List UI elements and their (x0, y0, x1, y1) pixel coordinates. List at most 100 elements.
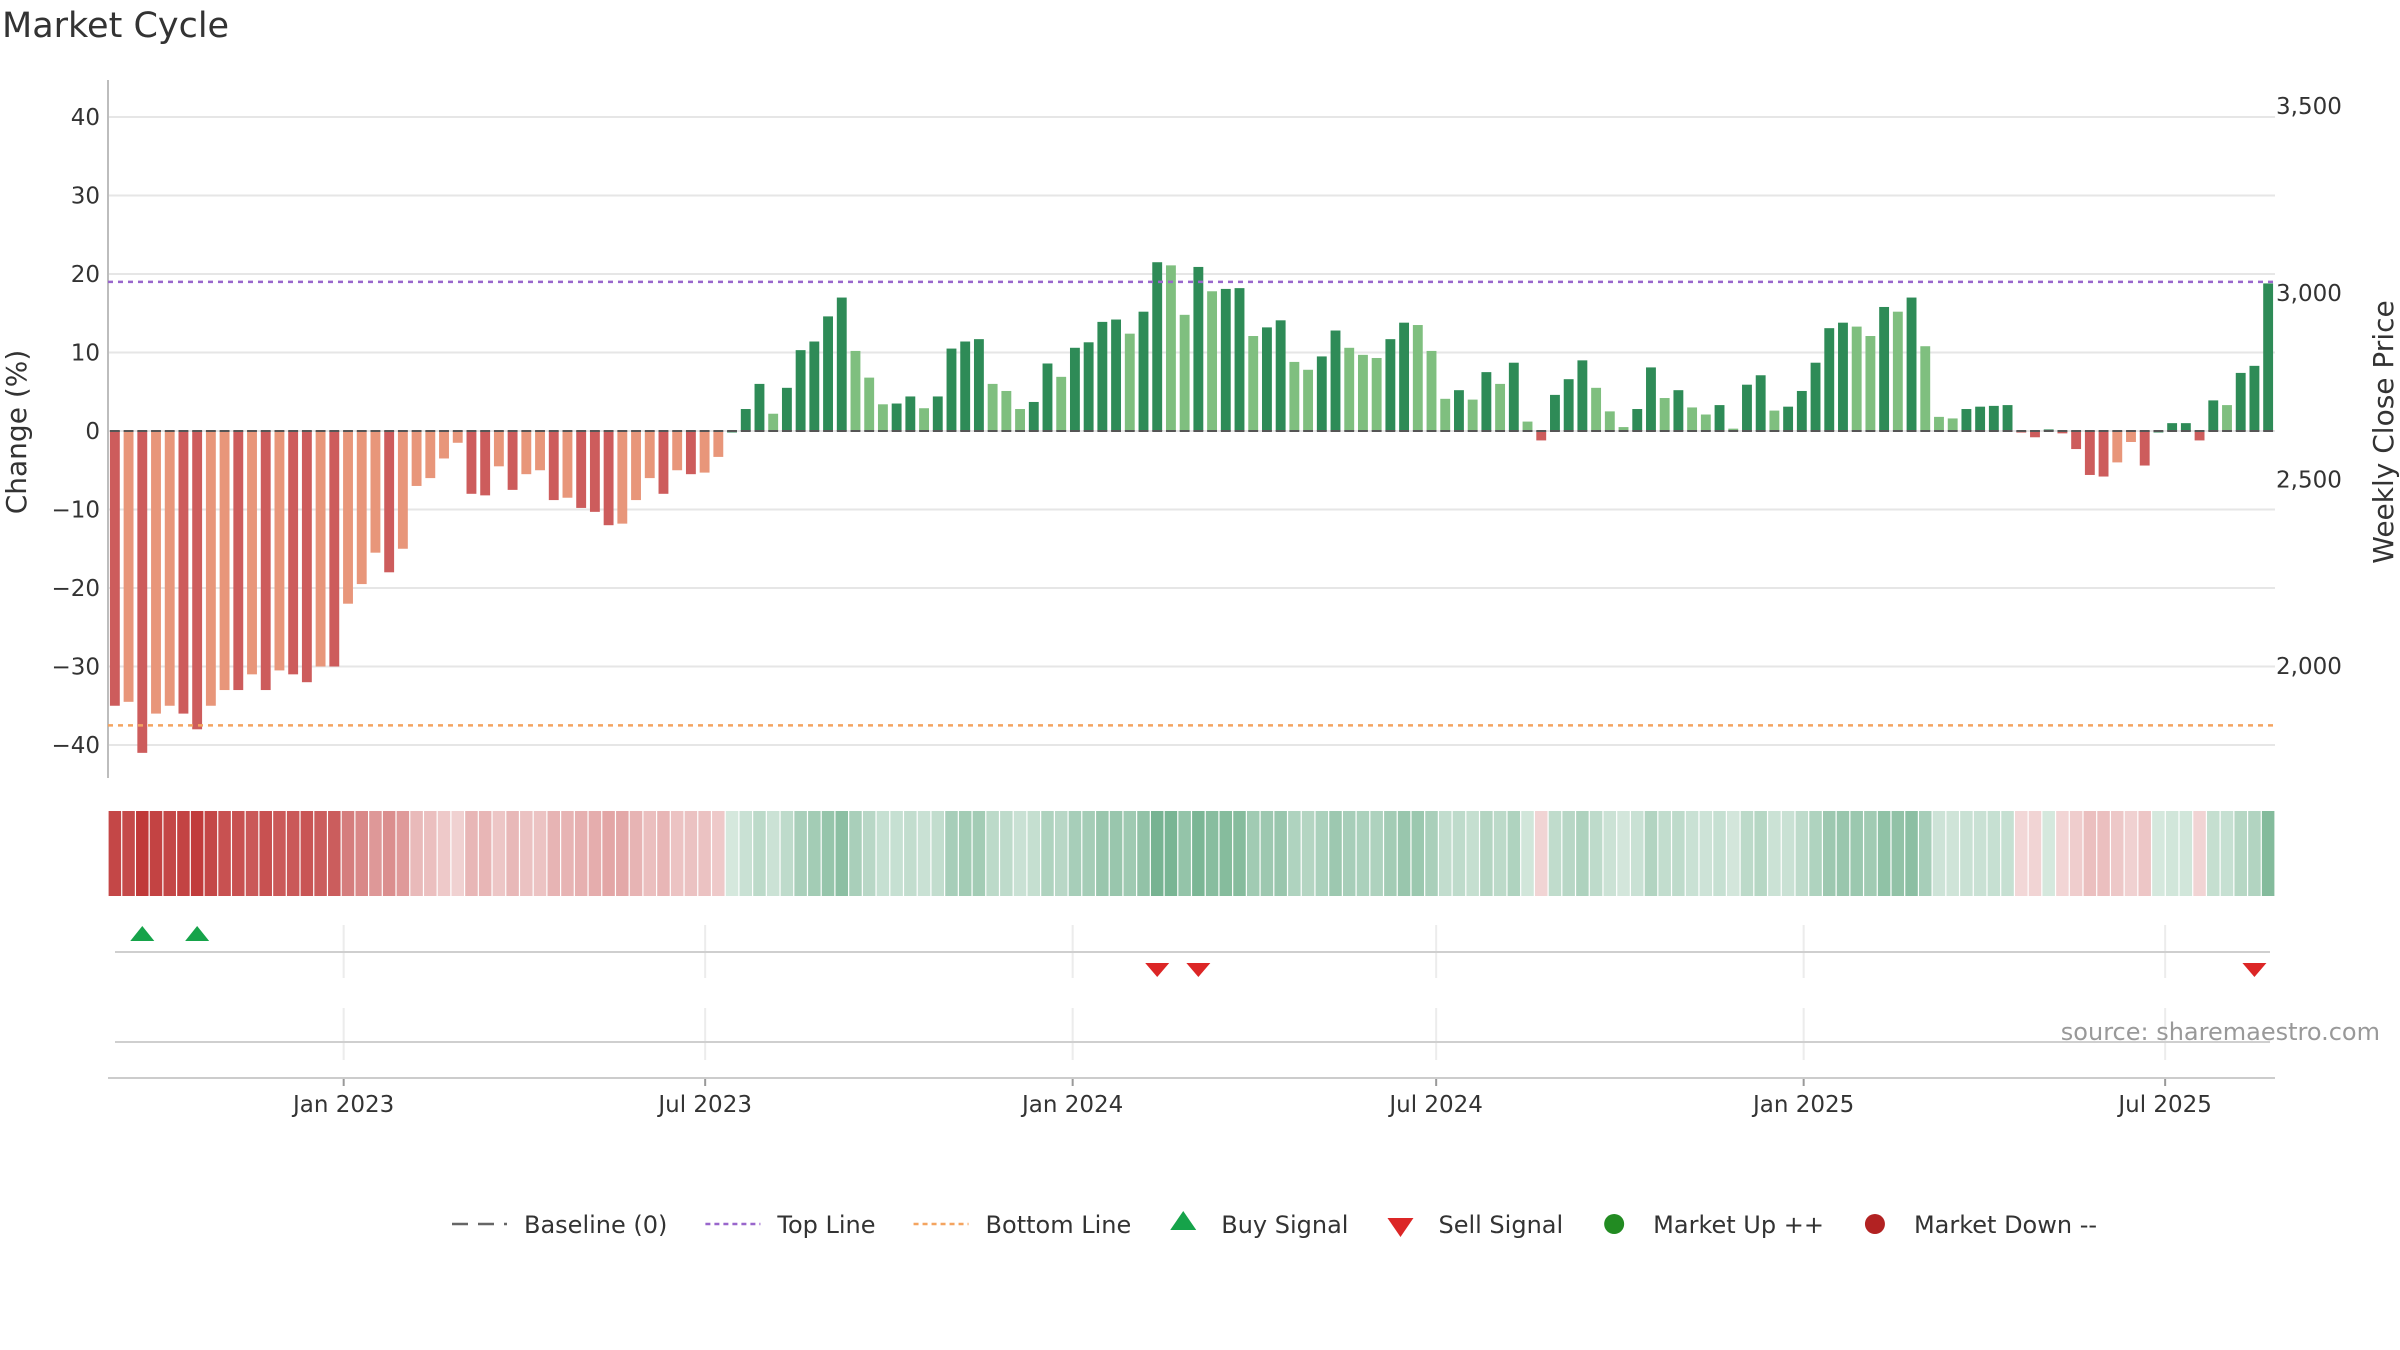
heat-cell (2028, 811, 2042, 896)
bar (768, 413, 779, 431)
bar (109, 431, 120, 706)
heat-cell (1370, 811, 1383, 896)
heat-cell (369, 811, 382, 896)
bar (960, 341, 971, 431)
legend-item: Sell Signal (1387, 1211, 1563, 1239)
heat-cell (520, 811, 533, 896)
bar (1248, 336, 1259, 431)
bar (1454, 390, 1464, 431)
heat-cell (1109, 811, 1123, 896)
bar (1879, 306, 1890, 431)
heat-cell (314, 811, 327, 896)
bar (877, 404, 888, 431)
bar (260, 431, 271, 691)
heat-cell (2111, 811, 2124, 896)
heat-cell (1603, 811, 1617, 896)
legend-label: Bottom Line (986, 1211, 1132, 1239)
heat-cell (1822, 811, 1836, 896)
bar (507, 431, 518, 490)
bar (1714, 405, 1725, 431)
legend-item: Top Line (705, 1211, 876, 1239)
heat-cell (1768, 811, 1781, 896)
bar (781, 387, 792, 431)
bar (356, 431, 367, 585)
bar (1083, 342, 1094, 431)
heat-cell (2097, 811, 2110, 896)
heat-cell (1781, 811, 1795, 896)
bar (809, 341, 820, 431)
heat-cell (1452, 811, 1466, 896)
bar (233, 431, 244, 691)
bar (754, 383, 765, 431)
bar (1440, 398, 1451, 431)
bar (1289, 361, 1300, 431)
bar (1783, 406, 1794, 431)
bar (1261, 327, 1272, 431)
bar (1824, 328, 1835, 431)
bar (329, 431, 340, 667)
buy-signal-marker (130, 926, 155, 941)
heat-cell (328, 811, 341, 896)
bar (1755, 375, 1766, 431)
y-tick-label: 30 (71, 184, 100, 210)
bar (2030, 431, 2040, 438)
bar (1124, 333, 1135, 431)
heat-cell (588, 811, 602, 896)
x-tick-label: Jul 2024 (1387, 1092, 1483, 1118)
heat-cell (1960, 811, 1973, 896)
y-tick-label: −40 (51, 733, 100, 759)
heat-cell (1658, 811, 1671, 896)
bar (1097, 321, 1108, 431)
y-axis-title: Change (%) (0, 350, 33, 515)
legend-item: Baseline (0) (452, 1211, 667, 1239)
heat-cell (917, 811, 931, 896)
heat-cell (876, 811, 890, 896)
heat-cell (1905, 811, 1918, 896)
heat-cell (986, 811, 999, 896)
bar (548, 431, 559, 501)
heat-cell (2152, 811, 2165, 896)
bar (2084, 431, 2095, 475)
bar (1111, 319, 1122, 431)
bar (2167, 423, 2178, 431)
bar (2222, 405, 2232, 431)
heat-cell (2179, 811, 2193, 896)
heat-cell (1000, 811, 1013, 896)
heat-cell (574, 811, 588, 896)
circle-icon (1864, 1214, 1885, 1234)
y-tick-label: 40 (71, 105, 100, 131)
heat-cell (1425, 811, 1438, 896)
heat-cell (904, 811, 917, 896)
triangle-down-icon (1387, 1218, 1414, 1237)
bar (589, 431, 600, 512)
heat-cell (561, 811, 574, 896)
heat-cell (931, 811, 945, 896)
heat-cell (245, 811, 259, 896)
heat-cell (478, 811, 492, 896)
reference-lines (108, 280, 2275, 727)
heat-cell (643, 811, 657, 896)
bar (274, 431, 285, 671)
grid-lines (107, 80, 2275, 778)
bar (603, 431, 614, 526)
heat-cell (149, 811, 163, 896)
heat-cell (396, 811, 410, 896)
bar (1508, 362, 1519, 431)
bar (1591, 387, 1602, 431)
bar (397, 431, 408, 549)
bar (1056, 376, 1067, 431)
heat-cell (972, 811, 986, 896)
heat-cell (2042, 811, 2055, 896)
heat-cell (1096, 811, 1109, 896)
heat-cell (177, 811, 190, 896)
heat-cell (355, 811, 368, 896)
bar (973, 339, 984, 431)
bar (713, 431, 724, 457)
heat-cell (862, 811, 876, 896)
heat-cell (780, 811, 794, 896)
heat-cell (1891, 811, 1905, 896)
bar (343, 431, 353, 604)
heat-cell (424, 811, 437, 896)
heat-cell (1644, 811, 1658, 896)
bar (1742, 384, 1752, 431)
